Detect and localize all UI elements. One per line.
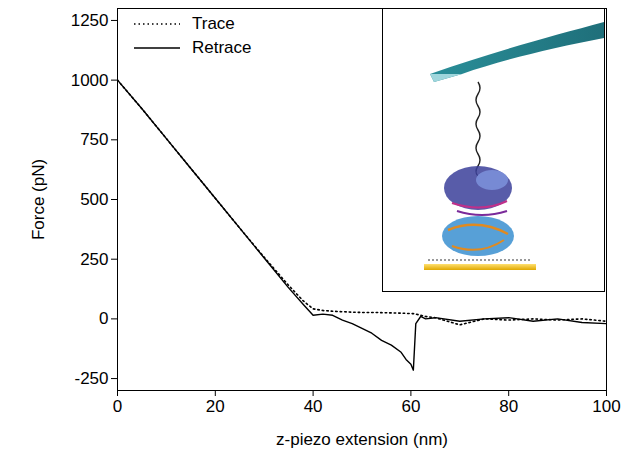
- svg-text:60: 60: [401, 397, 420, 416]
- svg-text:z-piezo extension (nm): z-piezo extension (nm): [276, 430, 448, 449]
- svg-text:0: 0: [99, 309, 108, 328]
- svg-text:100: 100: [592, 397, 620, 416]
- html-text:Trace: Trace: [192, 14, 235, 33]
- html-text:Retrace: Retrace: [192, 38, 252, 57]
- svg-text:Force (pN): Force (pN): [29, 159, 48, 240]
- svg-text:20: 20: [206, 397, 225, 416]
- svg-text:750: 750: [80, 130, 108, 149]
- svg-text:-250: -250: [74, 369, 108, 388]
- svg-text:500: 500: [80, 190, 108, 209]
- svg-text:250: 250: [80, 250, 108, 269]
- svg-text:1000: 1000: [71, 71, 109, 90]
- svg-text:40: 40: [304, 397, 323, 416]
- svg-text:0: 0: [113, 397, 122, 416]
- svg-text:80: 80: [499, 397, 518, 416]
- svg-text:1250: 1250: [71, 11, 109, 30]
